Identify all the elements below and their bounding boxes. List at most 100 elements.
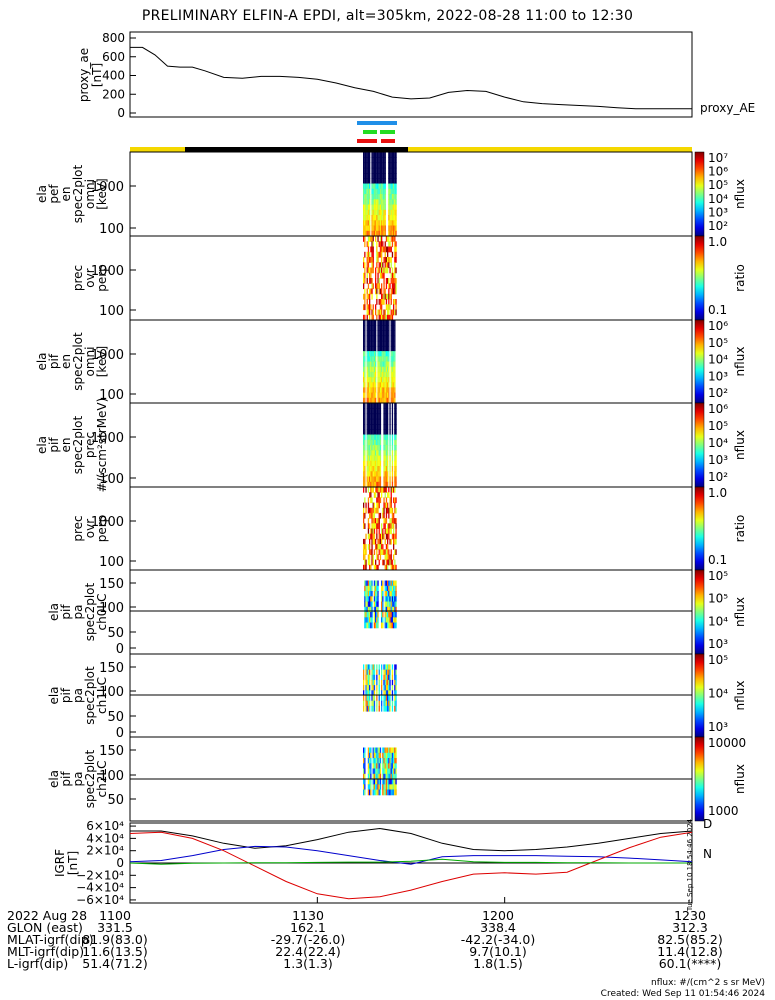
- spectrogram-cell: [364, 450, 366, 457]
- row-value: 11.6(13.5): [82, 944, 148, 959]
- spectrogram-cell: [364, 345, 366, 352]
- spectrogram-cell: [382, 544, 384, 550]
- spectrogram-cell: [375, 606, 377, 613]
- spectrogram-cell: [384, 403, 386, 409]
- spectrogram-cell: [375, 585, 377, 592]
- spectrogram-cell: [393, 523, 395, 529]
- spectrogram-cell: [373, 664, 376, 671]
- spectrogram-cell: [377, 309, 379, 316]
- spectrogram-cell: [395, 601, 397, 608]
- spectrogram-cell: [377, 612, 379, 618]
- spectrogram-cell: [394, 183, 396, 190]
- colorbar-tick-label: 10³: [708, 720, 728, 734]
- spectrogram-cell: [378, 251, 380, 258]
- spectrogram-cell: [388, 397, 390, 404]
- spectrogram-cell: [383, 518, 385, 524]
- spectrogram-cell: [364, 366, 366, 373]
- spectrogram-cell: [363, 371, 365, 378]
- spectrogram-cell: [389, 413, 391, 420]
- spectrogram-cell: [369, 403, 371, 409]
- spectrogram-cell: [389, 314, 391, 321]
- spectrogram-cell: [370, 325, 372, 331]
- spectrogram-cell: [371, 476, 373, 483]
- spectrogram-cell: [363, 460, 365, 467]
- spectrogram-cell: [371, 199, 373, 206]
- spectrogram-cell: [372, 340, 374, 347]
- spectrogram-cell: [369, 371, 371, 378]
- spectrogram-cell: [378, 267, 380, 274]
- spectrogram-cell: [366, 460, 368, 467]
- spectrogram-cell: [372, 408, 374, 415]
- spectrogram-cell: [385, 784, 388, 791]
- spectrogram-cell: [363, 272, 365, 279]
- spectrogram-cell: [364, 351, 366, 357]
- spectrogram-cell: [366, 679, 368, 686]
- spectrogram-cell: [377, 215, 379, 221]
- spectrogram-cell: [366, 580, 368, 587]
- spectrogram-cell: [395, 288, 397, 295]
- spectrogram-cell: [394, 361, 396, 368]
- spectrogram-cell: [366, 585, 368, 592]
- spectrogram-cell: [387, 700, 389, 707]
- spectrogram-cell: [370, 288, 372, 295]
- spectrogram-cell: [387, 293, 389, 300]
- spectrogram-cell: [370, 377, 372, 383]
- spectrogram-cell: [367, 559, 370, 566]
- spectrogram-cell: [387, 669, 389, 676]
- spectrogram-cell: [373, 225, 376, 232]
- spectrogram-cell: [371, 544, 373, 550]
- spectrogram-cell: [381, 685, 383, 691]
- spectrogram-cell: [383, 167, 385, 174]
- spectrogram-cell: [383, 272, 385, 279]
- spectrogram-cell: [384, 538, 386, 545]
- spectrogram-cell: [363, 215, 365, 221]
- spectrogram-cell: [387, 768, 389, 775]
- spectrogram-cell: [390, 246, 392, 253]
- spectrogram-cell: [384, 314, 386, 321]
- spectrogram-cell: [383, 320, 385, 326]
- colorbar-frame: [694, 736, 705, 822]
- spectrogram-cell: [394, 518, 396, 524]
- spectrogram-cell: [383, 752, 385, 759]
- spectrogram-cell: [384, 382, 386, 388]
- spectrogram-cell: [391, 272, 394, 279]
- panel-ylabel: pif: [59, 604, 73, 620]
- spectrogram-cell: [378, 199, 380, 206]
- spectrogram-cell: [379, 784, 382, 791]
- spectrogram-cell: [394, 272, 396, 279]
- row-label: MLT-igrf(dip): [7, 944, 85, 959]
- spectrogram-cell: [364, 585, 366, 592]
- spectrogram-cell: [373, 183, 376, 190]
- spectrogram-cell: [375, 460, 377, 467]
- spectrogram-cell: [391, 591, 394, 597]
- spectrogram-cell: [378, 768, 380, 775]
- spectrogram-cell: [369, 585, 371, 592]
- spectrogram-cell: [382, 789, 384, 796]
- spectrogram-cell: [366, 674, 368, 681]
- spectrogram-cell: [394, 695, 396, 702]
- spectrogram-cell: [366, 606, 368, 613]
- spectrogram-cell: [394, 340, 396, 347]
- spectrogram-cell: [371, 523, 373, 529]
- spectrogram-cell: [383, 230, 385, 237]
- spectrogram-cell: [393, 554, 395, 561]
- spectrogram-cell: [387, 690, 389, 696]
- spectrogram-cell: [384, 325, 386, 331]
- spectrogram-cell: [393, 157, 395, 164]
- spectrogram-cell: [373, 784, 376, 791]
- spectrogram-cell: [377, 325, 379, 331]
- spectrogram-cell: [363, 230, 365, 237]
- spectrogram-cell: [375, 392, 377, 399]
- spectrogram-cell: [369, 392, 371, 399]
- spectrogram-cell: [388, 596, 390, 603]
- spectrogram-cell: [363, 700, 365, 707]
- spectrogram-cell: [388, 236, 390, 242]
- panel-ylabel: ch0LC: [95, 594, 109, 631]
- spectrogram-cell: [384, 554, 386, 561]
- spectrogram-cell: [369, 345, 371, 352]
- spectrogram-cell: [394, 763, 396, 770]
- panel-ylabel: pif: [59, 771, 73, 787]
- spectrogram-cell: [391, 690, 394, 696]
- spectrogram-cell: [371, 382, 373, 388]
- spectrogram-cell: [390, 335, 392, 342]
